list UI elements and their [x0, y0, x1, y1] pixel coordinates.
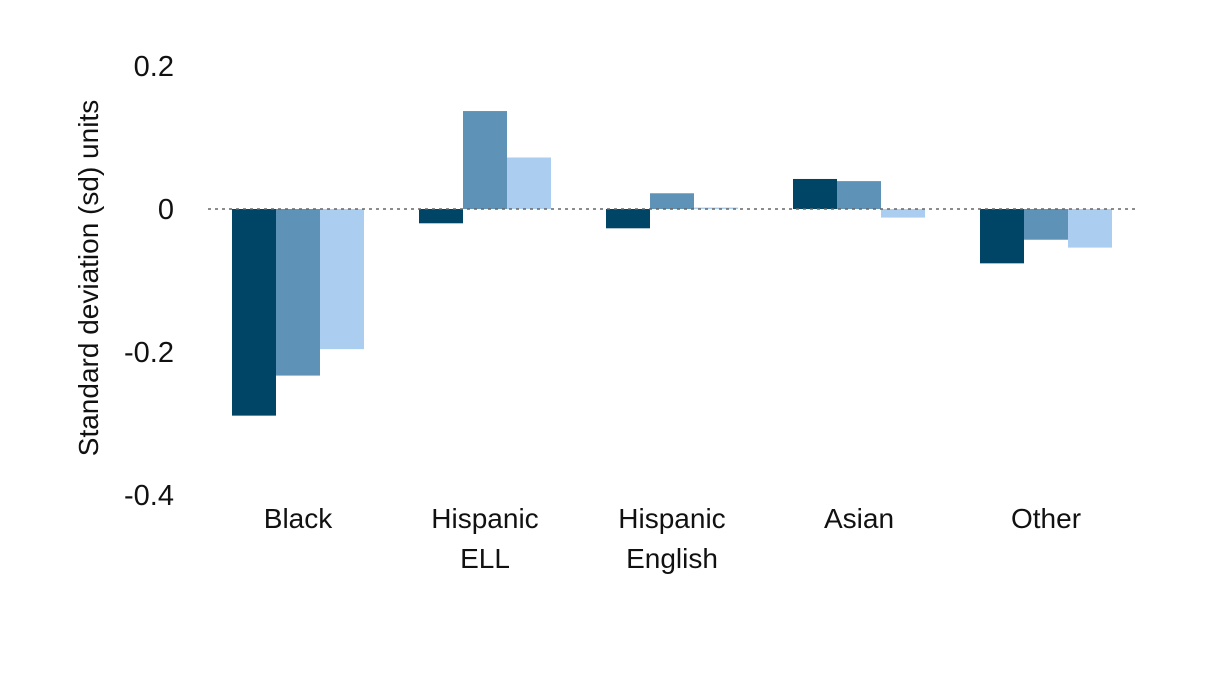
- bar: [606, 209, 650, 229]
- category-label: ELL: [460, 543, 510, 574]
- bar: [1024, 209, 1068, 240]
- y-tick-label: -0.2: [124, 337, 174, 369]
- bar: [793, 178, 837, 209]
- y-tick-labels: 0.2 0 -0.2 -0.4: [124, 51, 174, 512]
- y-axis-title: Standard deviation (sd) units: [73, 100, 104, 456]
- bar: [320, 209, 364, 350]
- category-label: Asian: [824, 503, 894, 534]
- category-label: Hispanic: [618, 503, 725, 534]
- bar: [419, 209, 463, 224]
- bars: [232, 111, 1112, 416]
- y-tick-label: 0: [158, 194, 174, 226]
- bar: [463, 111, 507, 209]
- bar: [980, 209, 1024, 264]
- category-label: Hispanic: [431, 503, 538, 534]
- category-label: Black: [264, 503, 333, 534]
- y-tick-label: 0.2: [134, 51, 174, 83]
- bar: [232, 209, 276, 416]
- bar: [276, 209, 320, 376]
- category-label: English: [626, 543, 718, 574]
- bar: [881, 209, 925, 218]
- bar: [650, 193, 694, 209]
- y-axis-title-group: Standard deviation (sd) units: [73, 100, 104, 456]
- y-tick-label: -0.4: [124, 480, 174, 512]
- category-label: Other: [1011, 503, 1081, 534]
- category-labels: Black Hispanic ELL Hispanic English Asian Othe…: [264, 503, 1081, 574]
- bar: [1068, 209, 1112, 248]
- bar: [837, 181, 881, 209]
- bar: [694, 207, 738, 210]
- bar: [507, 157, 551, 209]
